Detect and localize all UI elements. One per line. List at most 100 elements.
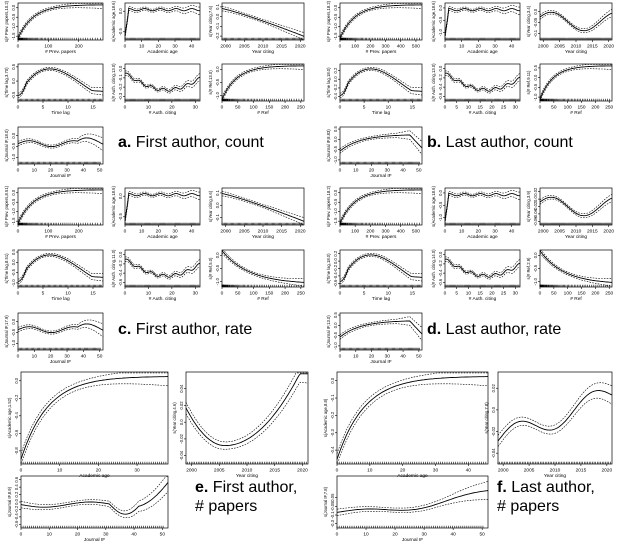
lower-ci-line <box>339 7 423 40</box>
upper-ci-line <box>444 5 521 35</box>
x-tick-label: 10 <box>353 354 359 360</box>
y-tick-label: 0.0 <box>438 251 443 257</box>
x-tick-label: 2015 <box>587 229 598 235</box>
y-tick-label: -0.2 <box>438 74 443 82</box>
x-tick-label: 15 <box>477 105 483 111</box>
x-tick-label: 20 <box>75 532 81 538</box>
x-tick-label: 20 <box>156 44 162 50</box>
y-tick-label: -0.4 <box>333 272 338 280</box>
x-tick-label: 30 <box>134 468 140 474</box>
upper-ci-line <box>539 9 613 30</box>
y-tick-label: 0.0 <box>14 498 19 504</box>
upper-ci-line <box>17 253 103 280</box>
y-tick-label: 0.0 <box>118 8 123 14</box>
y-tick-label: 0.0 <box>533 8 538 14</box>
x-tick-label: 2005 <box>524 468 535 474</box>
x-tick-label: 0 <box>17 354 20 360</box>
x-axis-label: # Ref <box>257 110 269 116</box>
upper-ci-line <box>339 253 422 280</box>
y-tick-label: -0.4 <box>330 446 335 454</box>
x-tick-label: 0 <box>444 229 447 235</box>
x-axis-label: Year citing <box>236 473 259 479</box>
upper-ci-line <box>124 5 201 35</box>
lower-ci-line <box>185 381 309 450</box>
y-tick-label: 0.0 <box>11 132 16 138</box>
x-tick-label: 2000 <box>538 229 549 235</box>
x-tick-label: 150 <box>265 105 273 111</box>
y-tick-label: 0.02 <box>491 383 496 392</box>
smooth-line <box>124 193 201 222</box>
lower-ci-line <box>339 192 423 225</box>
lower-ci-line <box>221 68 305 101</box>
x-tick-label: 50 <box>416 354 422 360</box>
panel-b1: 0 100 200 300 400 500 -1.5 -1.0-0.5 0.0 # Prev. p… <box>326 0 423 55</box>
x-axis-label: # Prev. papers <box>45 234 76 240</box>
lower-ci-line <box>20 383 169 464</box>
y-axis-label: s(Year citing,7.8) <box>484 402 489 434</box>
y-tick-label: -0.1 <box>330 511 335 519</box>
x-tick-label: 200 <box>366 229 374 235</box>
x-tick-label: 500 <box>412 44 420 50</box>
x-tick-label: 2000 <box>220 229 231 235</box>
y-tick-label: -1.0 <box>533 277 538 285</box>
y-tick-label: 0.0 <box>491 406 496 412</box>
y-tick-label: -0.5 <box>11 268 16 276</box>
smooth-line <box>221 8 305 37</box>
x-tick-label: 2015 <box>276 229 287 235</box>
y-tick-label: -1.5 <box>11 32 16 40</box>
x-tick-label: 0 <box>17 229 20 235</box>
panel-c4: 0 5 10 15 -1.0 -0.5 0.0 0.5 Time lag s(Time lag,8… <box>4 248 104 302</box>
x-tick-label: 2000 <box>498 468 509 474</box>
x-axis-label: Journal IF <box>84 537 105 543</box>
upper-ci-line <box>221 190 305 218</box>
y-axis-label: s(Year citing,4.6) <box>172 402 177 434</box>
x-tick-label: 10 <box>65 291 71 297</box>
y-tick-label: 0.0 <box>11 189 16 195</box>
y-tick-label: -0.4 <box>438 83 443 91</box>
y-tick-label: -0.5 <box>333 331 338 339</box>
y-axis-label: s(# Ref,9.11) <box>526 70 531 94</box>
y-axis-label: s(Journal IF,17.9) <box>4 315 9 348</box>
smooth-line <box>444 72 521 92</box>
panel-d4: 0 5 10 15 -0.6-0.4-0.20.0 0.2 Time lag s(Time l… <box>326 249 423 302</box>
y-tick-label: 0.0 <box>438 65 443 71</box>
y-tick-label: -0.2 <box>118 83 123 91</box>
smooth-line <box>124 258 201 278</box>
upper-ci-line <box>222 250 304 279</box>
smooth-line <box>17 189 104 224</box>
x-tick-label: 10 <box>353 168 359 174</box>
x-tick-label: 20 <box>369 168 375 174</box>
lower-ci-line <box>336 383 489 464</box>
smooth-line <box>444 8 521 37</box>
y-tick-label: 0.2 <box>333 250 338 256</box>
x-axis-label: Academic age <box>467 234 498 240</box>
x-tick-label: 2005 <box>554 44 565 50</box>
y-axis-label: s(# Ref,2.9) <box>526 257 531 279</box>
x-axis-label: # Ref <box>570 296 582 302</box>
y-tick-label: 0.0 <box>215 13 220 19</box>
y-tick-label: 0.02 <box>533 187 538 196</box>
x-tick-label: 5 <box>363 291 366 297</box>
x-tick-label: 200 <box>281 105 289 111</box>
x-tick-label: 50 <box>160 532 166 538</box>
x-tick-label: 0 <box>124 44 127 50</box>
x-tick-label: 0 <box>17 291 20 297</box>
y-tick-label: -0.5 <box>11 91 16 99</box>
x-tick-label: 2020 <box>295 229 306 235</box>
x-tick-label: 50 <box>416 168 422 174</box>
x-tick-label: 15 <box>477 291 483 297</box>
upper-ci-line <box>339 188 422 221</box>
y-tick-label: -0.1 <box>215 22 220 30</box>
x-axis-label: Journal IF <box>50 359 71 365</box>
smooth-line <box>17 254 103 282</box>
lower-ci-line <box>17 327 104 337</box>
x-tick-label: 40 <box>81 168 87 174</box>
plot-frame <box>339 63 423 102</box>
plot-frame <box>497 371 613 465</box>
x-axis-label: Year citing <box>544 473 567 479</box>
x-tick-label: 20 <box>156 229 162 235</box>
x-tick-label: 30 <box>193 105 199 111</box>
y-tick-label: -1.0 <box>333 342 338 350</box>
smooth-line <box>539 11 613 32</box>
upper-ci-line <box>339 3 422 36</box>
